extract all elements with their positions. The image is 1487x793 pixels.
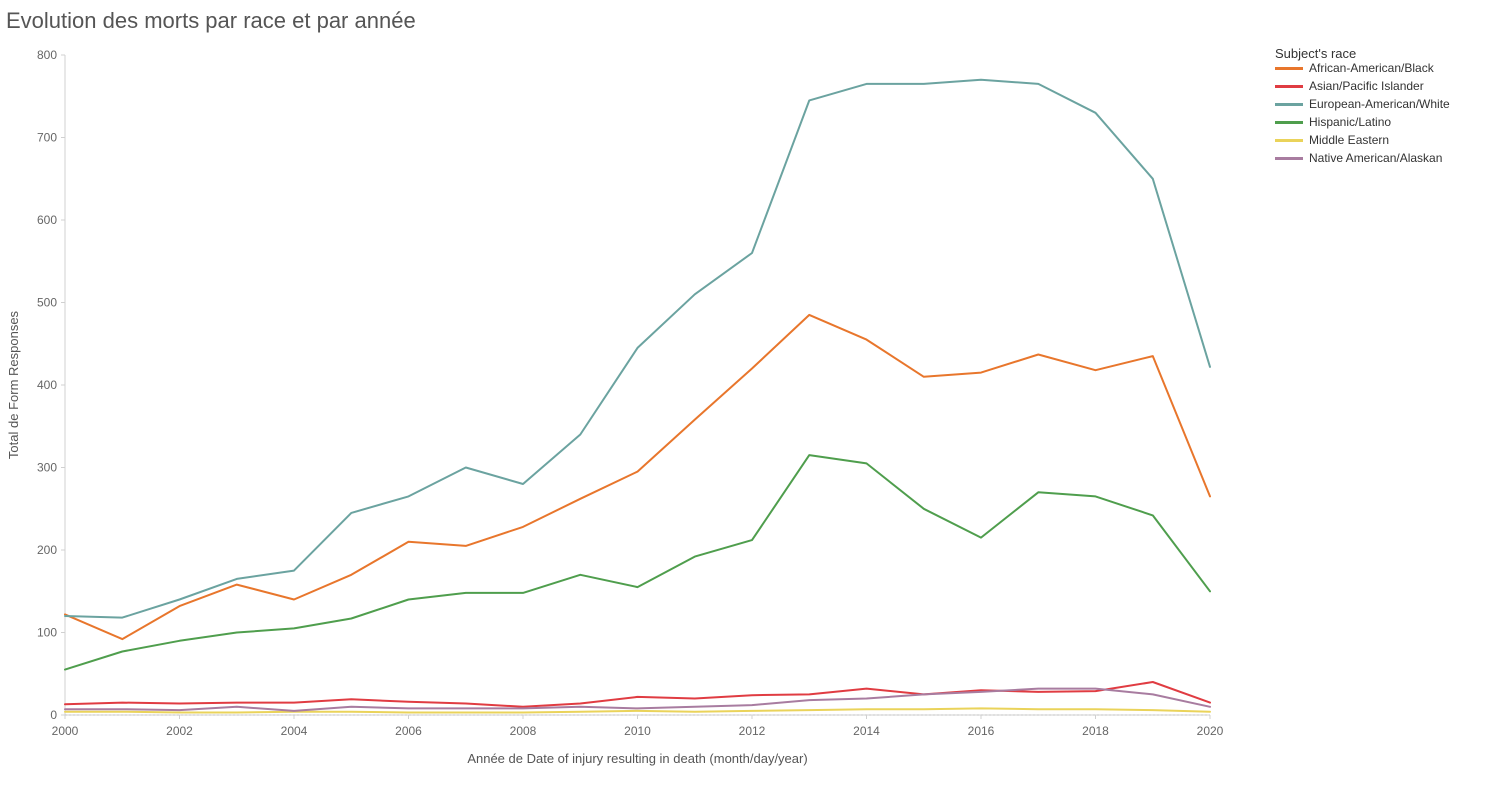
legend-swatch [1275, 157, 1303, 160]
y-tick-label: 800 [37, 48, 57, 62]
legend-swatch [1275, 121, 1303, 124]
legend-label: African-American/Black [1309, 61, 1435, 75]
legend-label: Middle Eastern [1309, 133, 1389, 147]
series-line [65, 315, 1210, 639]
x-tick-label: 2002 [166, 724, 193, 738]
x-tick-label: 2018 [1082, 724, 1109, 738]
x-tick-label: 2010 [624, 724, 651, 738]
x-tick-label: 2020 [1197, 724, 1224, 738]
y-tick-label: 100 [37, 626, 57, 640]
x-tick-label: 2008 [510, 724, 537, 738]
y-tick-label: 600 [37, 213, 57, 227]
y-tick-label: 300 [37, 461, 57, 475]
y-tick-label: 700 [37, 131, 57, 145]
series-line [65, 682, 1210, 707]
y-tick-label: 400 [37, 378, 57, 392]
legend-label: Hispanic/Latino [1309, 115, 1391, 129]
legend-title: Subject's race [1275, 46, 1356, 61]
legend-label: Native American/Alaskan [1309, 151, 1442, 165]
legend-swatch [1275, 85, 1303, 88]
legend-label: European-American/White [1309, 97, 1450, 111]
legend-swatch [1275, 139, 1303, 142]
chart-container: Evolution des morts par race et par anné… [0, 0, 1487, 793]
x-tick-label: 2014 [853, 724, 880, 738]
x-tick-label: 2004 [281, 724, 308, 738]
legend-swatch [1275, 103, 1303, 106]
series-line [65, 80, 1210, 618]
x-tick-label: 2012 [739, 724, 766, 738]
y-axis-title: Total de Form Responses [6, 310, 21, 459]
legend-swatch [1275, 67, 1303, 70]
y-tick-label: 200 [37, 543, 57, 557]
x-tick-label: 2016 [968, 724, 995, 738]
y-tick-label: 0 [50, 708, 57, 722]
x-axis-title: Année de Date of injury resulting in dea… [467, 751, 807, 766]
legend-label: Asian/Pacific Islander [1309, 79, 1424, 93]
x-tick-label: 2000 [52, 724, 79, 738]
x-tick-label: 2006 [395, 724, 422, 738]
chart-canvas: 0 100 200 300 400 500 600 700 800 2000 2002 2004 200… [0, 0, 1487, 793]
y-tick-label: 500 [37, 296, 57, 310]
series-line [65, 455, 1210, 669]
